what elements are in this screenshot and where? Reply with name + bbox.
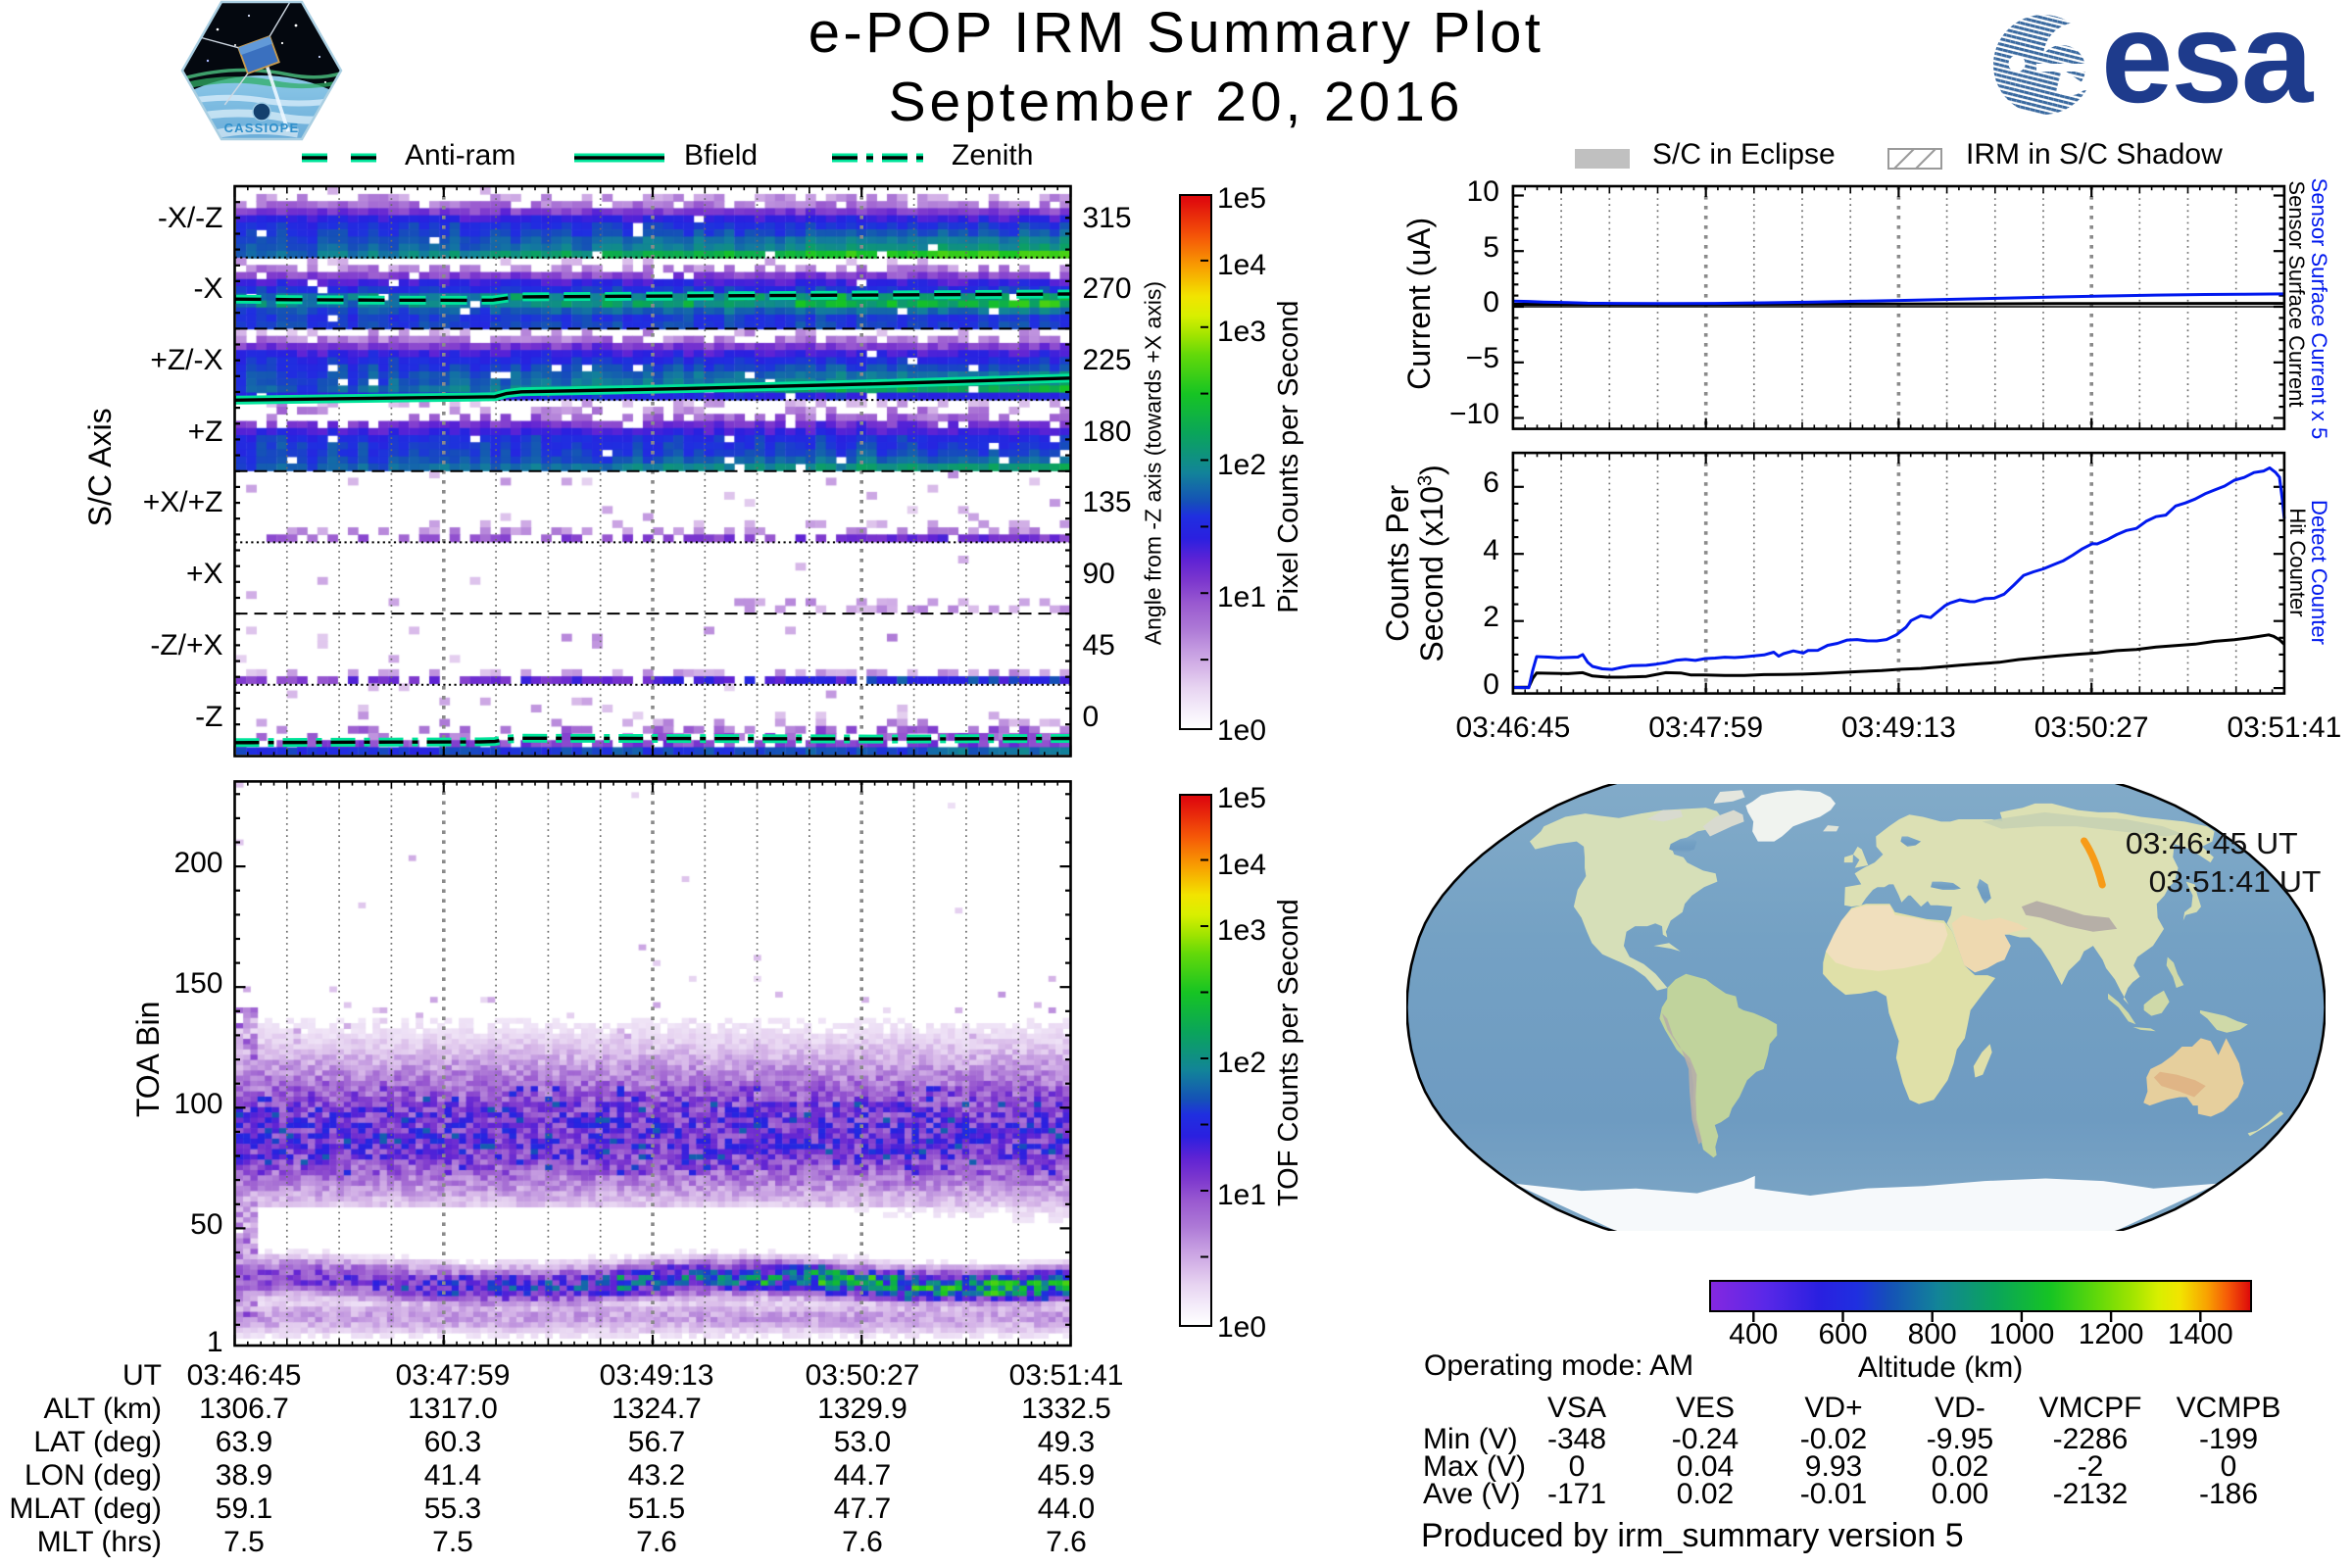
svg-text:esa: esa — [2101, 8, 2315, 125]
svg-text:03:46:45 UT: 03:46:45 UT — [2126, 826, 2298, 859]
svg-text:03:51:41 UT: 03:51:41 UT — [2149, 864, 2322, 898]
svg-text:CASSIOPE: CASSIOPE — [224, 121, 300, 135]
